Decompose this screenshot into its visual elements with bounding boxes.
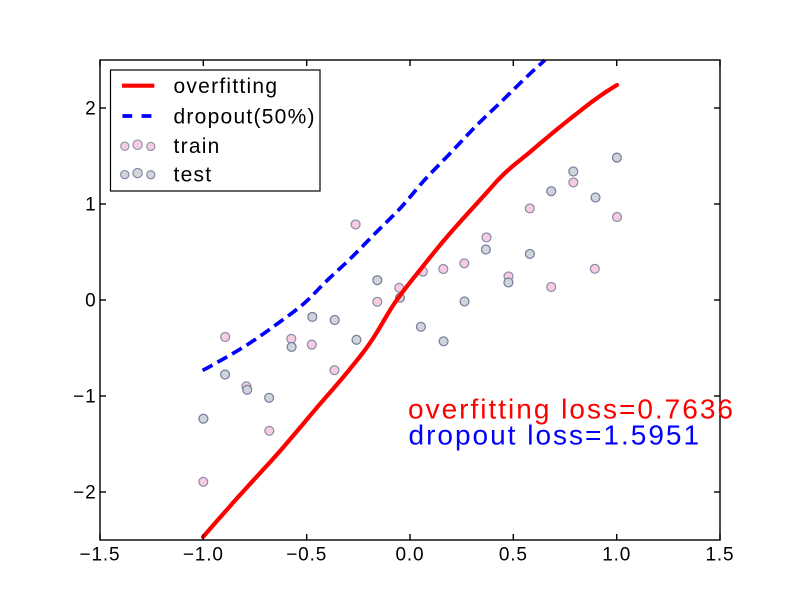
svg-text:2: 2 (85, 99, 96, 120)
svg-text:−2: −2 (73, 483, 96, 504)
svg-text:dropout(50%): dropout(50%) (174, 105, 316, 128)
svg-text:1: 1 (85, 195, 96, 216)
svg-text:−1.0: −1.0 (183, 545, 224, 566)
svg-text:−1.5: −1.5 (80, 545, 121, 566)
svg-text:train: train (174, 135, 221, 158)
svg-text:1.0: 1.0 (602, 545, 631, 566)
svg-text:0.5: 0.5 (499, 545, 528, 566)
svg-text:test: test (174, 164, 213, 187)
svg-text:dropout loss=1.5951: dropout loss=1.5951 (409, 420, 702, 451)
svg-text:0.0: 0.0 (396, 545, 425, 566)
svg-text:overfitting loss=0.7636: overfitting loss=0.7636 (408, 394, 735, 425)
svg-text:1.5: 1.5 (706, 545, 735, 566)
svg-text:overfitting: overfitting (174, 75, 279, 98)
svg-text:−0.5: −0.5 (286, 545, 327, 566)
svg-text:−1: −1 (73, 387, 96, 408)
svg-text:0: 0 (85, 291, 96, 312)
